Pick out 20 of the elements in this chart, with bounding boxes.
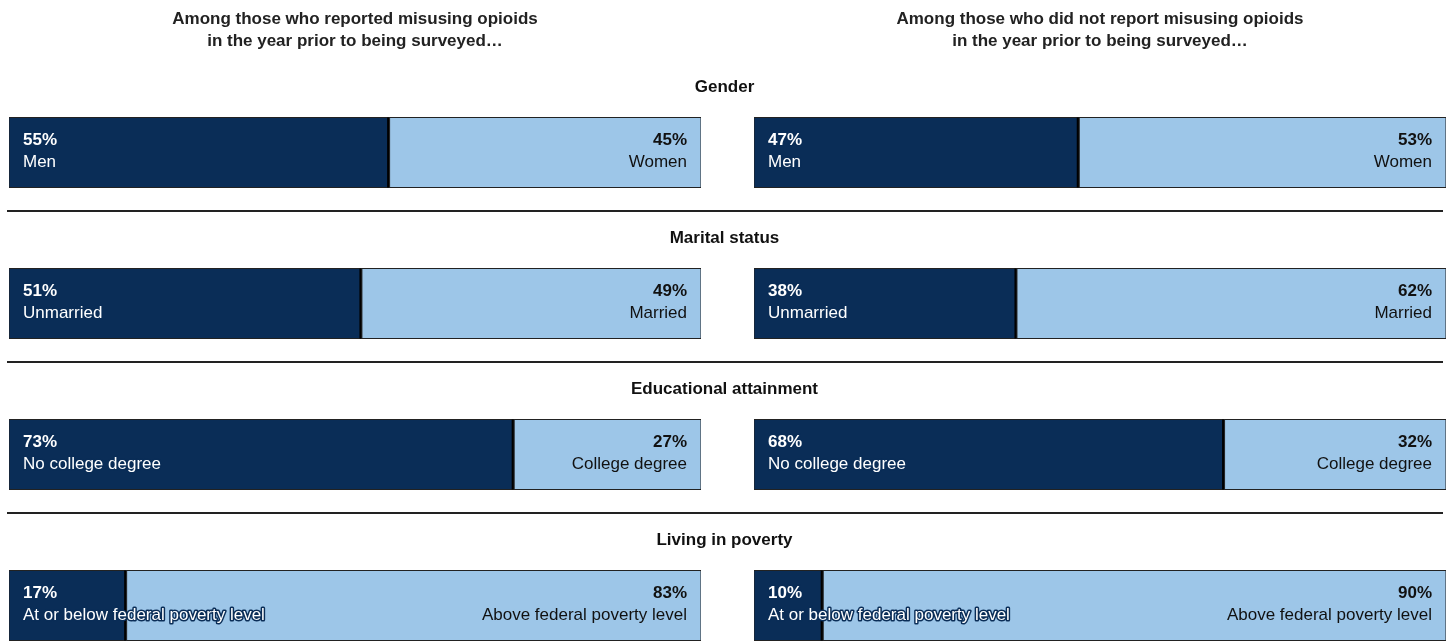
data-label: 51% Unmarried — [23, 280, 103, 322]
data-label: 47% Men — [768, 129, 803, 171]
category-label: Living in poverty — [656, 530, 793, 549]
data-label: 45% Women — [628, 129, 687, 171]
data-label: 55% Men — [23, 129, 58, 171]
data-label: 53% Women — [1373, 129, 1432, 171]
data-label: 49% Married — [629, 280, 687, 322]
category-label: Educational attainment — [630, 379, 819, 398]
data-label: 90% Above federal poverty level — [1226, 582, 1432, 624]
data-label: 62% Married — [1374, 280, 1432, 322]
data-label: 83% Above federal poverty level — [481, 582, 687, 624]
text: Among those who did not report misusing opioids in the year prior to being surveyed… — [895, 8, 1305, 52]
data-label: 32% College degree — [1316, 431, 1432, 473]
data-label: 68% No college degree — [768, 431, 906, 473]
data-label: 73% No college degree — [23, 431, 161, 473]
category-label: Gender — [694, 77, 755, 96]
text: Among those who reported misusing opioids in the year prior to being surveyed… — [171, 8, 539, 52]
category-label: Marital status — [669, 228, 780, 247]
data-label: 27% College degree — [571, 431, 687, 473]
data-label: 38% Unmarried — [768, 280, 848, 322]
